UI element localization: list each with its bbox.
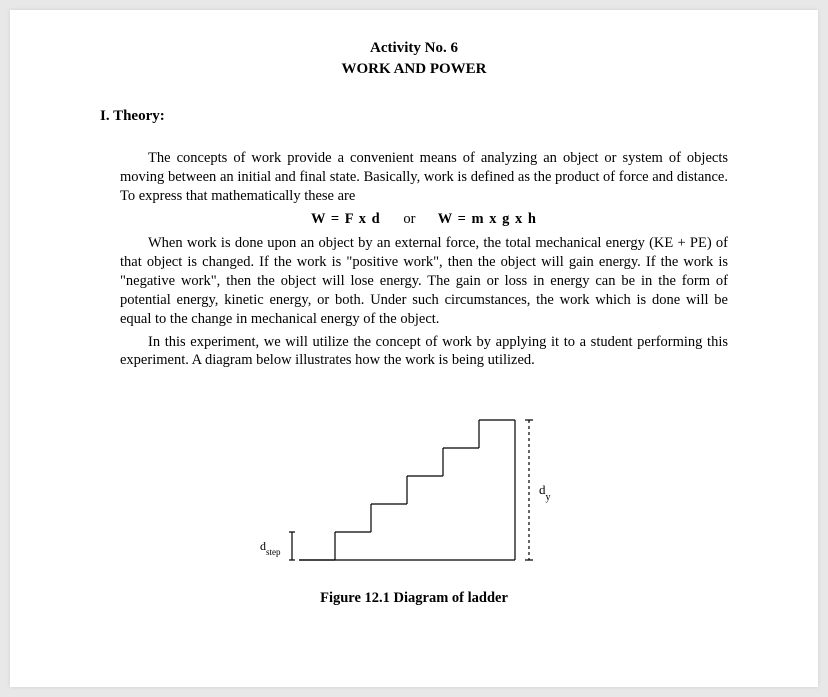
body-content: The concepts of work provide a convenien… xyxy=(120,149,728,370)
svg-text:dstep: dstep xyxy=(260,539,281,557)
ladder-diagram: dstep dy xyxy=(254,390,574,575)
figure-caption: Figure 12.1 Diagram of ladder xyxy=(80,590,748,607)
ladder-svg: dstep dy xyxy=(254,390,574,575)
formula-1: W = F x d xyxy=(311,211,381,227)
paragraph-2: When work is done upon an object by an e… xyxy=(120,234,728,328)
activity-number: Activity No. 6 xyxy=(80,40,748,57)
section-heading-theory: I. Theory: xyxy=(100,108,748,125)
paragraph-1: The concepts of work provide a convenien… xyxy=(120,149,728,206)
document-page: Activity No. 6 WORK AND POWER I. Theory:… xyxy=(10,10,818,687)
document-header: Activity No. 6 WORK AND POWER xyxy=(80,40,748,78)
formula-or: or xyxy=(403,211,415,227)
svg-text:dy: dy xyxy=(539,482,551,503)
paragraph-3: In this experiment, we will utilize the … xyxy=(120,333,728,371)
document-title: WORK AND POWER xyxy=(80,61,748,78)
formula-2: W = m x g x h xyxy=(438,211,537,227)
formula-row: W = F x d or W = m x g x h xyxy=(120,210,728,229)
diagram-container: dstep dy xyxy=(80,390,748,575)
